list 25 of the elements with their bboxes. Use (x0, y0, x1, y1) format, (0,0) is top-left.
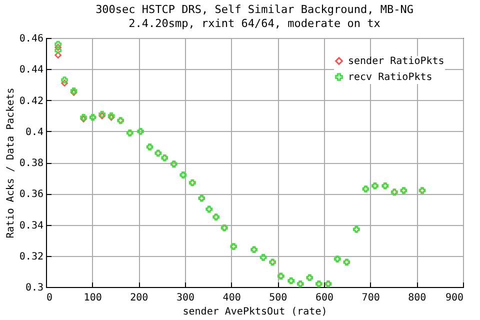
y-tick-label: 0.4 (25, 126, 44, 138)
x-tick-label: 300 (176, 292, 195, 304)
y-tick-label: 0.38 (19, 158, 44, 169)
y-tick-label: 0.36 (19, 189, 44, 200)
y-tick-label: 0.34 (19, 220, 44, 232)
x-tick-label: 400 (222, 292, 241, 304)
chart-title: 300sec HSTCP DRS, Self Similar Background, MB-NG (96, 3, 414, 16)
y-tick-label: 0.44 (19, 64, 44, 76)
legend-label: sender RatioPkts (348, 56, 444, 67)
y-tick-label: 0.3 (25, 282, 44, 294)
chart-subtitle: 2.4.20smp, rxint 64/64, moderate on tx (128, 17, 381, 30)
y-tick-label: 0.32 (19, 251, 44, 262)
x-axis-title: sender AvePktsOut (rate) (182, 306, 328, 318)
x-tick-label: 800 (408, 292, 426, 304)
x-tick-label: 700 (362, 292, 380, 304)
legend-label: recv RatioPkts (348, 72, 432, 83)
y-tick-label: 0.42 (19, 96, 44, 107)
x-tick-label: 500 (269, 292, 288, 304)
x-tick-label: 0 (46, 292, 53, 304)
x-tick-label: 100 (84, 292, 102, 304)
x-tick-label: 900 (445, 292, 464, 304)
y-tick-label: 0.46 (19, 34, 44, 44)
x-tick-label: 600 (315, 292, 334, 304)
y-axis-title: Ratio Acks / Data Packets (5, 88, 16, 238)
x-tick-label: 200 (130, 292, 148, 304)
